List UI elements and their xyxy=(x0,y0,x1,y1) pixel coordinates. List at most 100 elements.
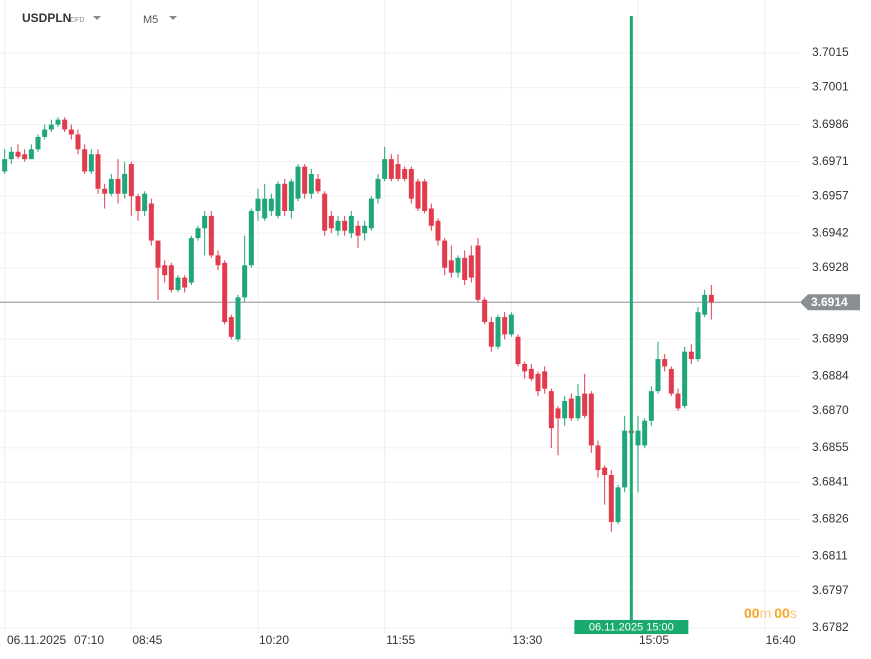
candle-body xyxy=(182,277,188,288)
candle-body xyxy=(342,220,348,231)
candle-body xyxy=(28,149,34,160)
y-tick-label: 3.7001 xyxy=(812,80,849,94)
candle-body xyxy=(375,178,381,199)
overlay: 3.7015 3.7001 3.6986 3.6971 3.6957 3.6942 3.69… xyxy=(7,16,860,647)
candle-body xyxy=(68,129,74,135)
candle-body xyxy=(195,228,201,239)
crosshair-label: 06.11.2025 15:00 xyxy=(589,621,674,633)
x-tick-label: 08:45 xyxy=(132,633,162,647)
dropdown-arrow[interactable] xyxy=(169,16,177,20)
candle-body xyxy=(388,159,394,179)
grid xyxy=(0,0,800,633)
candle-body xyxy=(688,351,694,360)
candle-body xyxy=(415,181,421,209)
y-tick-label: 3.6986 xyxy=(812,117,849,131)
candle-body xyxy=(608,475,614,522)
candle-body xyxy=(448,260,454,273)
candle-body xyxy=(535,373,541,392)
candle-body xyxy=(155,240,161,268)
candle-body xyxy=(648,391,654,421)
candle-body xyxy=(368,198,374,229)
candle-body xyxy=(75,134,81,150)
candle-body xyxy=(222,262,228,323)
candle-body xyxy=(88,154,94,172)
candle-body xyxy=(568,398,574,419)
candle-body xyxy=(695,312,701,360)
countdown-unit: s xyxy=(790,605,797,621)
candle-body xyxy=(555,408,561,419)
candle-body xyxy=(515,336,521,364)
candle-body xyxy=(675,393,681,409)
candle-body xyxy=(15,151,21,157)
candle-body xyxy=(422,181,428,211)
candle-body xyxy=(235,297,241,340)
x-tick-label: 07:10 xyxy=(74,633,104,647)
candle-body xyxy=(655,359,661,392)
candle-body xyxy=(582,393,588,416)
candle-body xyxy=(162,265,168,276)
y-tick-label: 3.6957 xyxy=(812,188,849,202)
candle-body xyxy=(22,154,28,160)
candle-body xyxy=(522,363,528,372)
candle-body xyxy=(55,119,61,125)
candle-body xyxy=(362,225,368,234)
dropdown-arrow[interactable] xyxy=(93,16,101,20)
candle-body xyxy=(595,445,601,471)
symbol[interactable]: USDPLN xyxy=(22,11,71,25)
y-tick-label: 3.7015 xyxy=(812,45,849,59)
candle-body xyxy=(315,178,321,192)
candle-body xyxy=(562,401,568,419)
candle-body xyxy=(528,368,534,379)
y-tick-label: 3.6782 xyxy=(812,620,849,634)
candle-body xyxy=(575,396,581,419)
candle-body xyxy=(622,430,628,488)
candle-body xyxy=(8,151,14,160)
candle-body xyxy=(468,255,474,278)
y-tick-label: 3.6971 xyxy=(812,154,849,168)
candle-body xyxy=(542,371,548,389)
x-tick-label: 16:40 xyxy=(766,633,796,647)
candle-body xyxy=(122,173,128,194)
candle-body xyxy=(322,193,328,231)
candle-body xyxy=(82,149,88,172)
candle-body xyxy=(588,393,594,446)
candle-body xyxy=(408,169,414,199)
candle-body xyxy=(295,166,301,199)
candle-body xyxy=(268,198,274,211)
candle-body xyxy=(168,265,174,290)
candle-body xyxy=(642,420,648,446)
timeframe[interactable]: M5 xyxy=(143,14,158,26)
candle-body xyxy=(302,166,308,194)
candle-body xyxy=(95,154,101,189)
candle-body xyxy=(662,359,668,367)
candle-body xyxy=(102,188,108,194)
plot xyxy=(2,117,714,532)
candle-body xyxy=(462,257,468,281)
candle-body xyxy=(35,136,41,150)
countdown-minutes: 00 xyxy=(744,605,760,621)
countdown-seconds: 00 xyxy=(774,605,790,621)
candle-body xyxy=(708,294,714,303)
date-label: 06.11.2025 xyxy=(7,633,66,647)
y-tick-label: 3.6942 xyxy=(812,225,849,239)
price-tag xyxy=(800,294,860,311)
candle-body xyxy=(262,198,268,219)
x-tick-label: 11:55 xyxy=(386,633,415,647)
candle-body xyxy=(335,220,341,231)
candle-body xyxy=(242,265,248,298)
candle-body xyxy=(248,210,254,266)
candle-body xyxy=(2,159,8,172)
candle-body xyxy=(435,220,441,241)
candle-body xyxy=(702,294,708,315)
candle-body xyxy=(208,215,214,256)
candle-body xyxy=(48,124,54,130)
candle-body xyxy=(428,208,434,226)
candle-body xyxy=(508,314,514,335)
candle-body xyxy=(382,159,388,179)
candle-body xyxy=(142,193,148,211)
y-tick-label: 3.6928 xyxy=(812,260,849,274)
instrument-type: CFD xyxy=(70,17,84,24)
candle-body xyxy=(475,245,481,300)
